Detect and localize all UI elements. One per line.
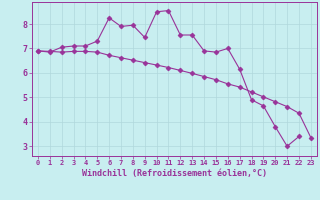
X-axis label: Windchill (Refroidissement éolien,°C): Windchill (Refroidissement éolien,°C) xyxy=(82,169,267,178)
